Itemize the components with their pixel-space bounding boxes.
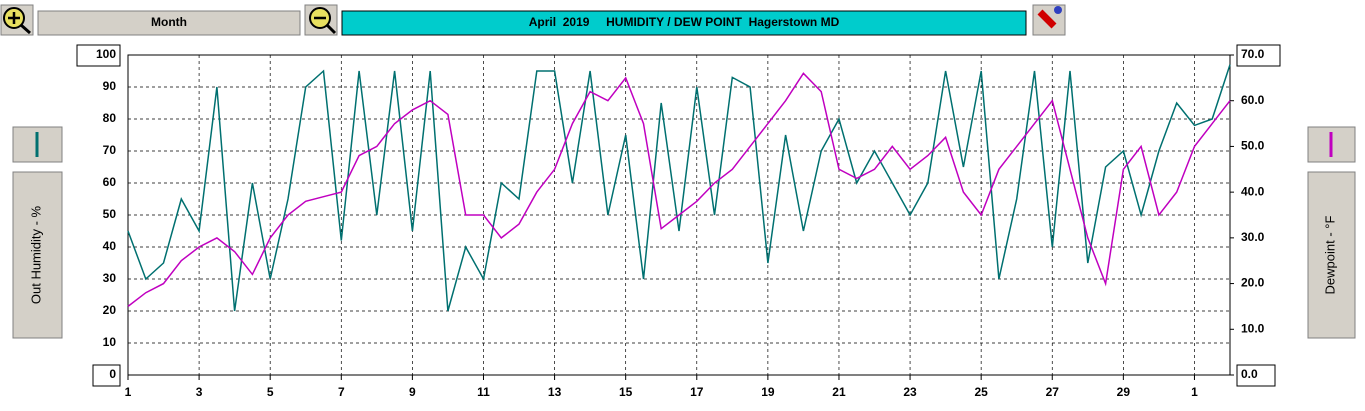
y2-tick-box: [1236, 364, 1276, 387]
zoom-out-button[interactable]: [304, 4, 338, 36]
zoom-in-button[interactable]: [0, 4, 34, 36]
series-line: [127, 64, 1231, 312]
y-tick-label: 60: [103, 175, 117, 189]
period-button[interactable]: [37, 10, 301, 36]
y-tick-label: 20: [103, 303, 117, 317]
x-tick-label: 21: [832, 385, 846, 399]
x-tick-label: 25: [974, 385, 988, 399]
y-tick-label: 0: [109, 367, 116, 381]
y2-tick-box: [1236, 44, 1281, 67]
x-tick-label: 7: [338, 385, 345, 399]
y-tick-box: [76, 44, 121, 67]
y-tick-label: 30: [103, 271, 117, 285]
x-tick-label: 9: [409, 385, 416, 399]
series-line: [127, 72, 1231, 307]
y-tick-box: [92, 364, 121, 387]
y-tick-label: 80: [103, 111, 117, 125]
y-axis-label: Out Humidity - %: [28, 205, 43, 304]
x-tick-label: 19: [761, 385, 775, 399]
x-tick-label: 1: [1191, 385, 1198, 399]
y2-axis-label: Dewpoint - °F: [1322, 215, 1337, 294]
y-tick-label: 40: [103, 239, 117, 253]
print-button[interactable]: [1032, 4, 1066, 36]
y2-tick-label: 60.0: [1241, 93, 1265, 107]
x-tick-label: 1: [125, 385, 132, 399]
y2-tick-label: 70.0: [1241, 47, 1265, 61]
y2-tick-label: 40.0: [1241, 184, 1265, 198]
x-tick-label: 23: [903, 385, 917, 399]
y-tick-label: 50: [103, 207, 117, 221]
y2-label-box: [1307, 171, 1356, 339]
x-tick-label: 11: [477, 385, 490, 399]
x-tick-label: 17: [690, 385, 704, 399]
x-tick-label: 5: [267, 385, 274, 399]
title-bar: [341, 10, 1027, 36]
chart-title: April 2019 HUMIDITY / DEW POINT Hagersto…: [529, 15, 840, 29]
x-tick-label: 29: [1117, 385, 1131, 399]
y-label-box: [12, 171, 63, 339]
x-tick-label: 13: [548, 385, 562, 399]
y2-tick-label: 10.0: [1241, 321, 1265, 335]
y-tick-label: 70: [103, 143, 117, 157]
x-tick-label: 27: [1046, 385, 1060, 399]
y2-tick-label: 50.0: [1241, 139, 1265, 153]
y-tick-label: 90: [103, 79, 117, 93]
y2-tick-label: 30.0: [1241, 230, 1265, 244]
y-tick-label: 100: [96, 47, 116, 61]
y2-tick-label: 20.0: [1241, 276, 1265, 290]
x-tick-label: 15: [619, 385, 633, 399]
period-label: Month: [151, 15, 187, 29]
y2-tick-label: 0.0: [1241, 367, 1258, 381]
y-tick-label: 10: [103, 335, 117, 349]
x-tick-label: 3: [196, 385, 203, 399]
